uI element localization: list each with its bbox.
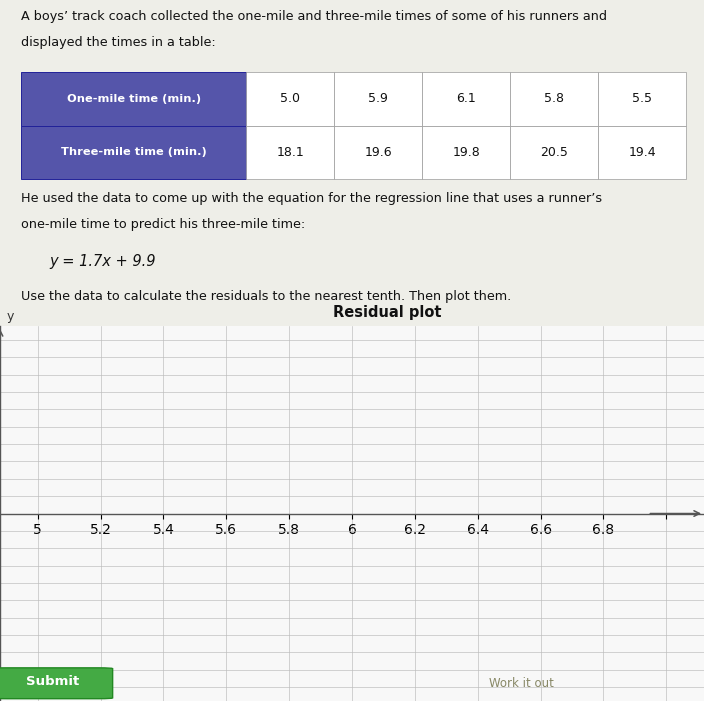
FancyBboxPatch shape — [0, 668, 113, 699]
Bar — [422, 125, 510, 179]
Text: displayed the times in a table:: displayed the times in a table: — [21, 36, 216, 49]
Text: 18.1: 18.1 — [277, 146, 304, 159]
Bar — [21, 72, 246, 125]
Bar — [598, 125, 686, 179]
Text: 5.9: 5.9 — [368, 92, 389, 105]
Text: One-mile time (min.): One-mile time (min.) — [67, 94, 201, 104]
Bar — [598, 72, 686, 125]
Text: 5.0: 5.0 — [280, 92, 301, 105]
Text: Work it out: Work it out — [489, 677, 553, 690]
Text: He used the data to come up with the equation for the regression line that uses : He used the data to come up with the equ… — [21, 192, 602, 205]
Text: 6.1: 6.1 — [456, 92, 477, 105]
Bar — [21, 125, 246, 179]
Text: y: y — [6, 310, 13, 322]
Text: Residual plot: Residual plot — [333, 304, 441, 320]
Text: 19.6: 19.6 — [365, 146, 392, 159]
Text: 5.5: 5.5 — [632, 92, 653, 105]
Text: 19.4: 19.4 — [629, 146, 656, 159]
Bar — [334, 125, 422, 179]
Bar — [510, 125, 598, 179]
Bar — [334, 72, 422, 125]
Text: 19.8: 19.8 — [453, 146, 480, 159]
Bar — [510, 72, 598, 125]
Text: one-mile time to predict his three-mile time:: one-mile time to predict his three-mile … — [21, 219, 306, 231]
Bar — [246, 72, 334, 125]
Bar — [246, 125, 334, 179]
Text: Three-mile time (min.): Three-mile time (min.) — [61, 147, 207, 158]
Text: 5.8: 5.8 — [544, 92, 565, 105]
Text: Use the data to calculate the residuals to the nearest tenth. Then plot them.: Use the data to calculate the residuals … — [21, 290, 511, 303]
Text: A boys’ track coach collected the one-mile and three-mile times of some of his r: A boys’ track coach collected the one-mi… — [21, 10, 607, 22]
Bar — [422, 72, 510, 125]
Text: y = 1.7x + 9.9: y = 1.7x + 9.9 — [49, 254, 156, 269]
Text: Submit: Submit — [26, 675, 80, 688]
Text: 20.5: 20.5 — [541, 146, 568, 159]
